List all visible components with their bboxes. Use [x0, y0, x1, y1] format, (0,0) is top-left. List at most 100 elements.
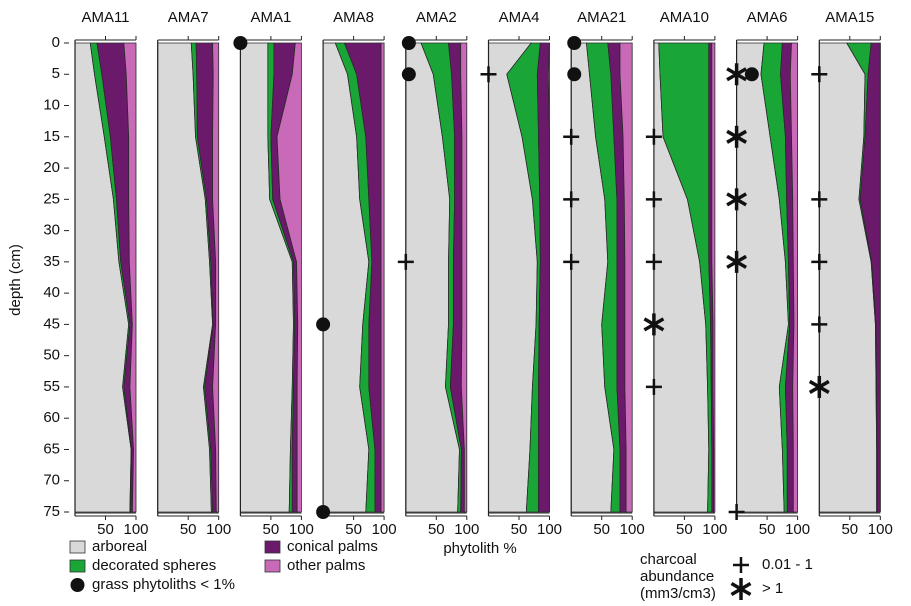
charcoal-low-marker	[811, 191, 828, 208]
grass-marker	[233, 36, 248, 50]
y-tick-label: 75	[43, 503, 60, 520]
charcoal-high-marker	[726, 250, 748, 273]
legend-label: decorated spheres	[92, 557, 216, 574]
legend-swatch	[264, 540, 281, 554]
area	[711, 42, 716, 513]
panel-title: AMA21	[577, 9, 626, 26]
area	[619, 42, 633, 513]
charcoal-low-marker	[811, 253, 828, 270]
x-axis-label: phytolith %	[443, 540, 516, 557]
x-tick-label: 100	[372, 521, 397, 538]
legend-title: charcoal	[640, 551, 697, 568]
area	[212, 42, 220, 513]
y-axis-label: depth (cm)	[7, 244, 24, 316]
x-tick-label: 100	[868, 521, 893, 538]
panel-title: AMA7	[168, 9, 209, 26]
y-tick-label: 15	[43, 128, 60, 145]
panel-title: AMA11	[81, 9, 129, 26]
panel-title: AMA15	[825, 9, 874, 26]
charcoal-high-marker	[808, 375, 830, 398]
grass-marker	[744, 67, 759, 82]
y-tick-label: 30	[43, 222, 60, 239]
x-tick-label: 50	[759, 521, 776, 538]
panel-title: AMA1	[250, 9, 291, 26]
charcoal-high-marker	[726, 63, 748, 86]
star-stroke	[643, 317, 665, 332]
charcoal-high-marker	[643, 313, 665, 336]
panel-title: AMA10	[660, 9, 709, 26]
charcoal-low-marker	[645, 378, 662, 395]
legend-title: (mm3/cm3)	[640, 585, 716, 602]
y-tick-label: 70	[43, 472, 60, 489]
x-tick-label: 50	[841, 521, 858, 538]
x-tick-label: 50	[593, 521, 610, 538]
y-tick-label: 65	[43, 440, 60, 457]
charcoal-low-marker	[397, 253, 414, 270]
charcoal-high-marker	[726, 125, 748, 148]
x-tick-label: 50	[511, 521, 528, 538]
legend-swatch	[69, 540, 86, 554]
x-tick-label: 50	[345, 521, 362, 538]
y-tick-label: 35	[43, 253, 60, 270]
legend-label: conical palms	[287, 538, 378, 555]
area	[547, 42, 550, 512]
panel-title: AMA4	[499, 9, 540, 26]
x-tick-label: 100	[454, 521, 479, 538]
charcoal-low-marker	[480, 66, 497, 83]
y-tick-label: 5	[52, 65, 60, 82]
grass-marker	[567, 67, 582, 82]
y-tick-label: 50	[43, 347, 60, 364]
grass-marker	[316, 317, 331, 332]
x-tick-label: 100	[206, 521, 231, 538]
area	[123, 42, 137, 513]
area	[380, 42, 385, 513]
charcoal-high-marker	[726, 188, 748, 211]
x-tick-label: 100	[620, 521, 645, 538]
y-tick-label: 20	[43, 159, 60, 176]
legend-label: other palms	[287, 557, 365, 574]
x-tick-label: 100	[123, 521, 148, 538]
y-tick-label: 55	[43, 378, 60, 395]
legend-label: arboreal	[92, 538, 147, 555]
legend-swatch	[69, 559, 86, 573]
charcoal-low-marker	[811, 66, 828, 83]
x-tick-label: 100	[537, 521, 562, 538]
panel-title: AMA6	[747, 9, 788, 26]
legend-label: 0.01 - 1	[762, 556, 813, 573]
y-tick-label: 45	[43, 315, 60, 332]
star-stroke	[726, 192, 748, 207]
x-tick-label: 50	[97, 521, 114, 538]
star-stroke	[726, 129, 748, 144]
legend-label: > 1	[762, 580, 783, 597]
y-tick-label: 40	[43, 284, 60, 301]
star-stroke	[726, 254, 748, 269]
grass-marker	[316, 505, 331, 519]
area	[789, 42, 798, 513]
legend-label: grass phytoliths < 1%	[92, 576, 235, 593]
x-tick-label: 50	[676, 521, 693, 538]
charcoal-low-marker	[645, 128, 662, 145]
area	[276, 42, 302, 513]
grass-marker	[567, 36, 582, 50]
x-tick-label: 50	[180, 521, 197, 538]
charcoal-low-marker	[811, 316, 828, 333]
star-stroke	[730, 581, 752, 597]
x-tick-label: 50	[428, 521, 445, 538]
x-tick-label: 100	[702, 521, 727, 538]
star-stroke	[726, 67, 748, 82]
grass-marker	[401, 36, 416, 50]
legend-plus	[733, 557, 749, 573]
charcoal-low-marker	[563, 191, 580, 208]
legend-title: abundance	[640, 568, 714, 585]
panel-title: AMA2	[416, 9, 457, 26]
charcoal-low-marker	[645, 191, 662, 208]
charcoal-low-marker	[563, 253, 580, 270]
x-tick-label: 100	[785, 521, 810, 538]
star-stroke	[808, 379, 830, 394]
charcoal-low-marker	[728, 504, 745, 520]
y-tick-label: 60	[43, 409, 60, 426]
area	[460, 42, 468, 513]
y-tick-label: 0	[52, 34, 60, 51]
legend-swatch	[264, 559, 281, 573]
